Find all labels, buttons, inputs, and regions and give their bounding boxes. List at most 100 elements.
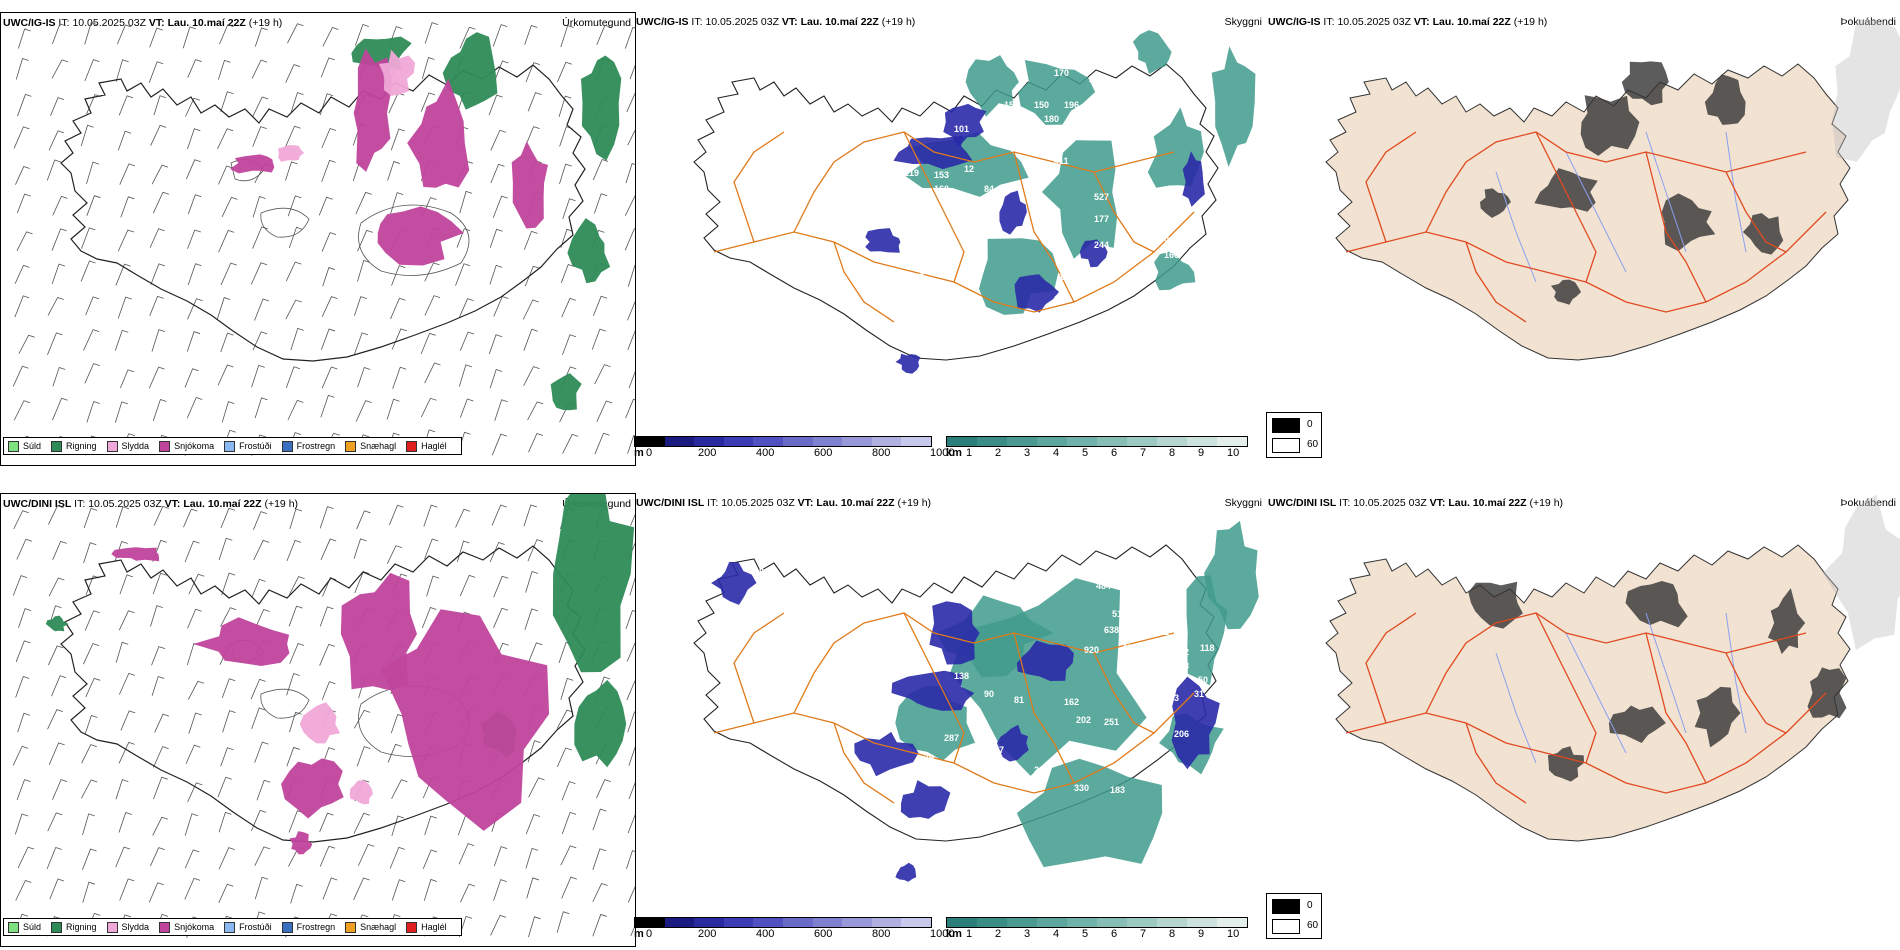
cloud-base-label: 68 <box>934 378 944 388</box>
wind-barb <box>48 742 65 765</box>
fog-area <box>1625 581 1688 628</box>
wind-barb <box>47 709 63 730</box>
legend-swatch <box>159 440 171 452</box>
wind-barb <box>592 295 608 316</box>
wind-barb <box>15 640 31 663</box>
wind-barb <box>289 711 302 733</box>
wind-barb <box>15 880 32 901</box>
scale-step <box>977 918 1007 927</box>
wind-barb <box>118 811 132 833</box>
low-cloud-area <box>854 731 919 777</box>
panel-title: UWC/IG-IS IT: 10.05.2025 03Z VT: Lau. 10… <box>3 17 283 29</box>
wind-barb <box>559 126 573 147</box>
wind-barb <box>523 504 537 527</box>
fog-area <box>1550 279 1582 305</box>
fog-area <box>1704 74 1746 125</box>
cloud-base-label: 527 <box>1094 192 1109 202</box>
wind-barb <box>285 299 302 320</box>
wind-barb <box>219 24 234 45</box>
legend-item: Snjókoma <box>159 440 214 452</box>
wind-barb <box>354 24 370 46</box>
scale-tick: 8 <box>1169 928 1176 940</box>
wind-barb <box>218 229 235 253</box>
scale-bar <box>946 436 1248 447</box>
wind-barb <box>424 22 439 44</box>
wind-barb <box>184 540 200 563</box>
wind-barb <box>86 161 100 185</box>
wind-barb <box>321 232 337 252</box>
low-cloud-area <box>1079 239 1108 268</box>
cloud-base-label: 107 <box>984 795 999 805</box>
wind-barb <box>216 297 231 320</box>
legend-swatch <box>345 440 357 452</box>
wind-barb <box>528 777 545 798</box>
panel-title: UWC/IG-IS IT: 10.05.2025 03Z VT: Lau. 10… <box>1268 16 1548 28</box>
wind-barb <box>354 571 370 594</box>
scale-step <box>782 918 813 927</box>
wind-barb <box>118 95 134 116</box>
wind-barb <box>490 914 507 936</box>
road <box>733 612 785 724</box>
scale-bar <box>634 917 932 928</box>
river <box>1565 151 1627 273</box>
road <box>833 722 895 804</box>
cloud-base-label: 84 <box>984 184 994 194</box>
wind-barb <box>556 911 570 933</box>
cloud-base-label: 140 <box>972 252 987 262</box>
cloud-base-label: 153 <box>934 170 949 180</box>
wind-barb <box>285 125 301 148</box>
wind-barb <box>628 782 635 800</box>
road <box>793 612 1175 714</box>
fog-map <box>1325 494 1900 842</box>
wind-barb <box>528 916 541 938</box>
panel-label: Þokuábendi <box>1840 497 1896 509</box>
wind-barb <box>152 399 167 422</box>
wind-barb <box>357 259 370 282</box>
cloud-base-label: 638 <box>1104 625 1119 635</box>
cloud-base-label: 58 <box>952 867 962 877</box>
wind-barb <box>321 159 336 183</box>
scale-tick: 200 <box>698 447 717 459</box>
legend-item: Rigning <box>51 440 97 452</box>
wind-barb <box>354 709 371 729</box>
scale-tick: 1000 <box>930 447 955 459</box>
wind-barb <box>149 295 164 316</box>
wind-barb <box>51 228 67 251</box>
wind-barb <box>390 714 404 734</box>
scale-bar <box>634 436 932 447</box>
legend-label: Súld <box>23 922 42 932</box>
cloud-base-label: 37 <box>914 272 924 282</box>
wind-barb <box>489 228 503 248</box>
cloud-base-label: 50 <box>1198 675 1208 685</box>
cloud-base-label: 33 <box>1074 310 1084 320</box>
wind-barb <box>86 400 100 423</box>
scale-km: km 1 2 3 4 5 6 7 8 9 10 <box>946 917 1266 945</box>
wind-barb <box>421 57 435 79</box>
low-cloud-area <box>895 862 917 882</box>
precip-areas <box>45 494 635 855</box>
scale-step <box>635 437 665 446</box>
wind-barb <box>593 193 608 214</box>
wind-barb <box>15 166 30 185</box>
wind-barb <box>285 366 301 389</box>
scale-step <box>812 918 843 927</box>
wind-barb <box>220 607 237 627</box>
scale-tick: 800 <box>872 928 891 940</box>
legend-label: Slydda <box>121 922 150 932</box>
precip-area <box>340 572 417 691</box>
wind-barb <box>492 195 508 219</box>
wind-barb <box>187 59 202 78</box>
cloud-base-label: 177 <box>1094 214 1109 224</box>
precip-area <box>407 78 470 188</box>
precip-area <box>281 758 344 819</box>
wind-barb <box>186 397 203 419</box>
cloud-base-label: 170 <box>1154 234 1169 244</box>
wind-barb <box>287 399 304 421</box>
fog-area <box>1580 95 1640 156</box>
low-cloud-area <box>996 724 1029 762</box>
wind-barb <box>80 260 96 282</box>
cloud-base-label: 170 <box>1054 68 1069 78</box>
wind-barb <box>630 514 635 526</box>
scale-tick: 3 <box>1024 447 1031 459</box>
wind-barb <box>218 811 232 833</box>
